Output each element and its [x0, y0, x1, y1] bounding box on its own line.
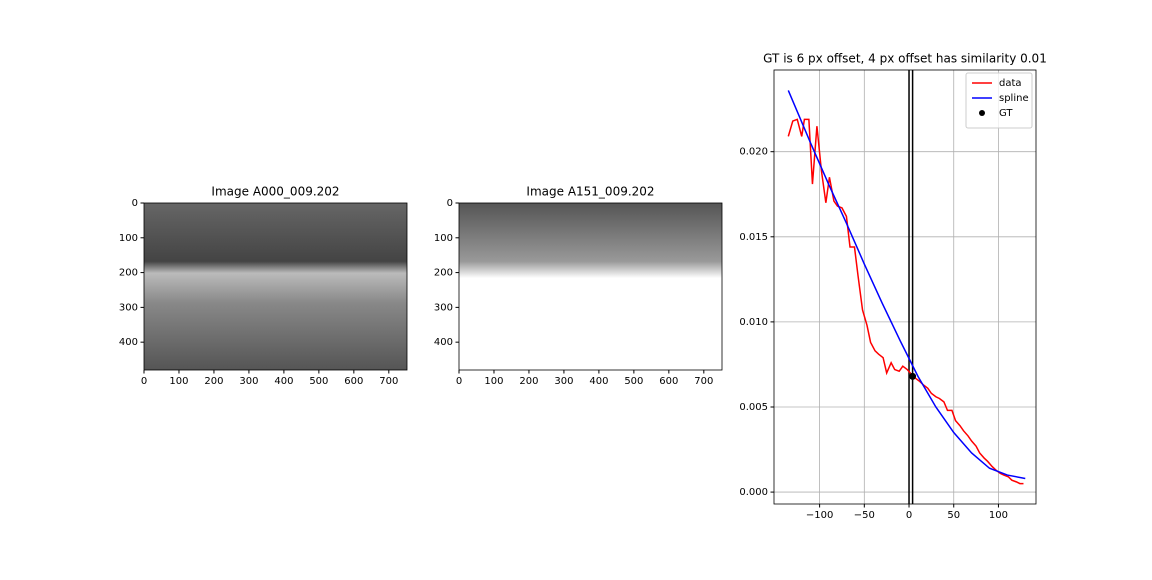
x-tick-label: 500	[624, 376, 643, 387]
axes-frame	[773, 69, 1037, 505]
x-tick-label: 100	[169, 376, 188, 387]
y-tick-label: 0.005	[739, 402, 768, 413]
y-tick-label: 0	[447, 198, 453, 209]
y-tick-label: 100	[434, 233, 453, 244]
y-tick-label: 0	[132, 198, 138, 209]
y-tick-label: 400	[434, 337, 453, 348]
x-tick-label: 700	[379, 376, 398, 387]
legend-label: GT	[999, 108, 1013, 119]
x-tick-label: 600	[659, 376, 678, 387]
legend-label: spline	[999, 93, 1029, 104]
x-tick-label: 700	[694, 376, 713, 387]
axes-title: Image A000_009.202	[211, 185, 339, 199]
x-tick-label: 400	[589, 376, 608, 387]
y-tick-label: 0.020	[739, 147, 768, 158]
y-tick-label: 200	[434, 268, 453, 279]
image	[144, 203, 407, 370]
series-line	[787, 90, 1026, 480]
axes-frame	[143, 202, 408, 371]
x-tick-label: 500	[309, 376, 328, 387]
legend: data spline GT	[965, 72, 1033, 129]
x-tick-label: −50	[854, 510, 875, 521]
y-tick-label: 0.000	[739, 487, 768, 498]
y-tick-label: 400	[119, 337, 138, 348]
x-tick-label: 100	[484, 376, 503, 387]
x-tick-label: 50	[947, 510, 960, 521]
image-axes: Image A151_009.202 0 100 200 300 400 500 600 700…	[434, 185, 723, 387]
x-tick-label: 0	[141, 376, 147, 387]
image	[459, 203, 722, 370]
point	[909, 372, 917, 380]
x-tick-label: 0	[456, 376, 462, 387]
image-axes: Image A000_009.202 0 100 200 300 400 500 600 700…	[119, 185, 408, 387]
y-tick-label: 300	[434, 302, 453, 313]
x-tick-label: 100	[989, 510, 1008, 521]
y-tick-label: 200	[119, 268, 138, 279]
x-tick-label: 300	[554, 376, 573, 387]
x-tick-label: 0	[906, 510, 912, 521]
axes-title: Image A151_009.202	[526, 185, 654, 199]
series-line	[787, 118, 1024, 485]
axes-title: GT is 6 px offset, 4 px offset has simil…	[763, 52, 1047, 66]
x-tick-label: 300	[239, 376, 258, 387]
x-tick-label: 400	[274, 376, 293, 387]
y-tick-label: 0.010	[739, 317, 768, 328]
y-tick-label: 300	[119, 302, 138, 313]
y-tick-label: 100	[119, 233, 138, 244]
y-tick-label: 0.015	[739, 232, 768, 243]
x-tick-label: 600	[344, 376, 363, 387]
x-tick-label: 200	[204, 376, 223, 387]
legend-swatch	[979, 110, 985, 116]
legend-label: data	[999, 78, 1022, 89]
line-axes: GT is 6 px offset, 4 px offset has simil…	[739, 52, 1046, 522]
axes-frame	[458, 202, 723, 371]
x-tick-label: 200	[519, 376, 538, 387]
x-tick-label: −100	[806, 510, 833, 521]
